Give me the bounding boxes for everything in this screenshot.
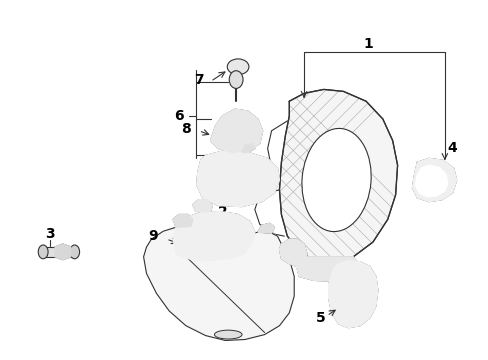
Polygon shape xyxy=(242,144,254,152)
Polygon shape xyxy=(55,244,71,260)
Text: 1: 1 xyxy=(363,37,372,51)
Polygon shape xyxy=(279,239,306,267)
Ellipse shape xyxy=(70,245,80,259)
Polygon shape xyxy=(411,158,456,202)
Ellipse shape xyxy=(229,71,243,89)
Polygon shape xyxy=(173,215,192,227)
Polygon shape xyxy=(173,212,254,261)
Text: 4: 4 xyxy=(446,141,456,156)
Polygon shape xyxy=(257,223,274,233)
Ellipse shape xyxy=(227,59,248,75)
Bar xyxy=(43,247,75,257)
Ellipse shape xyxy=(214,330,242,339)
Text: 7: 7 xyxy=(194,73,203,86)
Polygon shape xyxy=(210,109,262,152)
Polygon shape xyxy=(143,226,294,341)
Text: 3: 3 xyxy=(45,227,55,241)
Text: 9: 9 xyxy=(148,229,158,243)
Text: 2: 2 xyxy=(217,204,227,219)
Text: 8: 8 xyxy=(181,122,190,136)
Polygon shape xyxy=(279,89,397,264)
Text: 6: 6 xyxy=(174,109,183,123)
Text: 5: 5 xyxy=(315,311,325,325)
Polygon shape xyxy=(196,150,279,207)
Polygon shape xyxy=(328,261,377,328)
Ellipse shape xyxy=(301,129,370,231)
Polygon shape xyxy=(192,200,212,212)
Polygon shape xyxy=(297,257,360,282)
Ellipse shape xyxy=(38,245,48,259)
Polygon shape xyxy=(414,165,447,197)
